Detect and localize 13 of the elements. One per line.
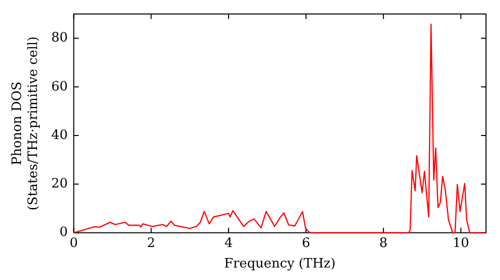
x-tick-label: 2: [147, 236, 156, 251]
x-tick-label: 6: [302, 236, 310, 251]
y-tick-label: 60: [51, 79, 68, 94]
x-tick-label: 4: [224, 236, 233, 251]
x-tick-label: 8: [379, 236, 388, 251]
x-axis-title: Frequency (THz): [224, 256, 336, 272]
y-tick-label: 80: [51, 30, 68, 46]
y-tick-label: 0: [59, 225, 68, 240]
x-tick-label: 10: [452, 236, 470, 251]
y-axis-title: Phonon DOS (States/THz·primitive cell): [10, 36, 41, 210]
x-tick-label: 0: [70, 236, 78, 251]
y-tick-label: 40: [51, 128, 68, 143]
y-tick-label: 20: [51, 176, 68, 192]
